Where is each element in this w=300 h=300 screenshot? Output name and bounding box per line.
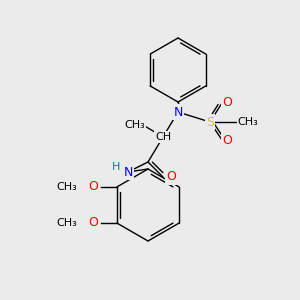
Text: O: O [222,134,232,146]
Text: CH₃: CH₃ [238,117,258,127]
Text: N: N [123,166,133,178]
Text: O: O [88,217,98,230]
Text: CH: CH [155,132,171,142]
Text: H: H [112,162,120,172]
Text: O: O [88,181,98,194]
Text: CH₃: CH₃ [56,182,77,192]
Text: S: S [206,116,214,128]
Text: CH₃: CH₃ [124,120,146,130]
Text: O: O [166,170,176,184]
Text: N: N [173,106,183,118]
Text: O: O [222,97,232,110]
Text: CH₃: CH₃ [56,218,77,228]
